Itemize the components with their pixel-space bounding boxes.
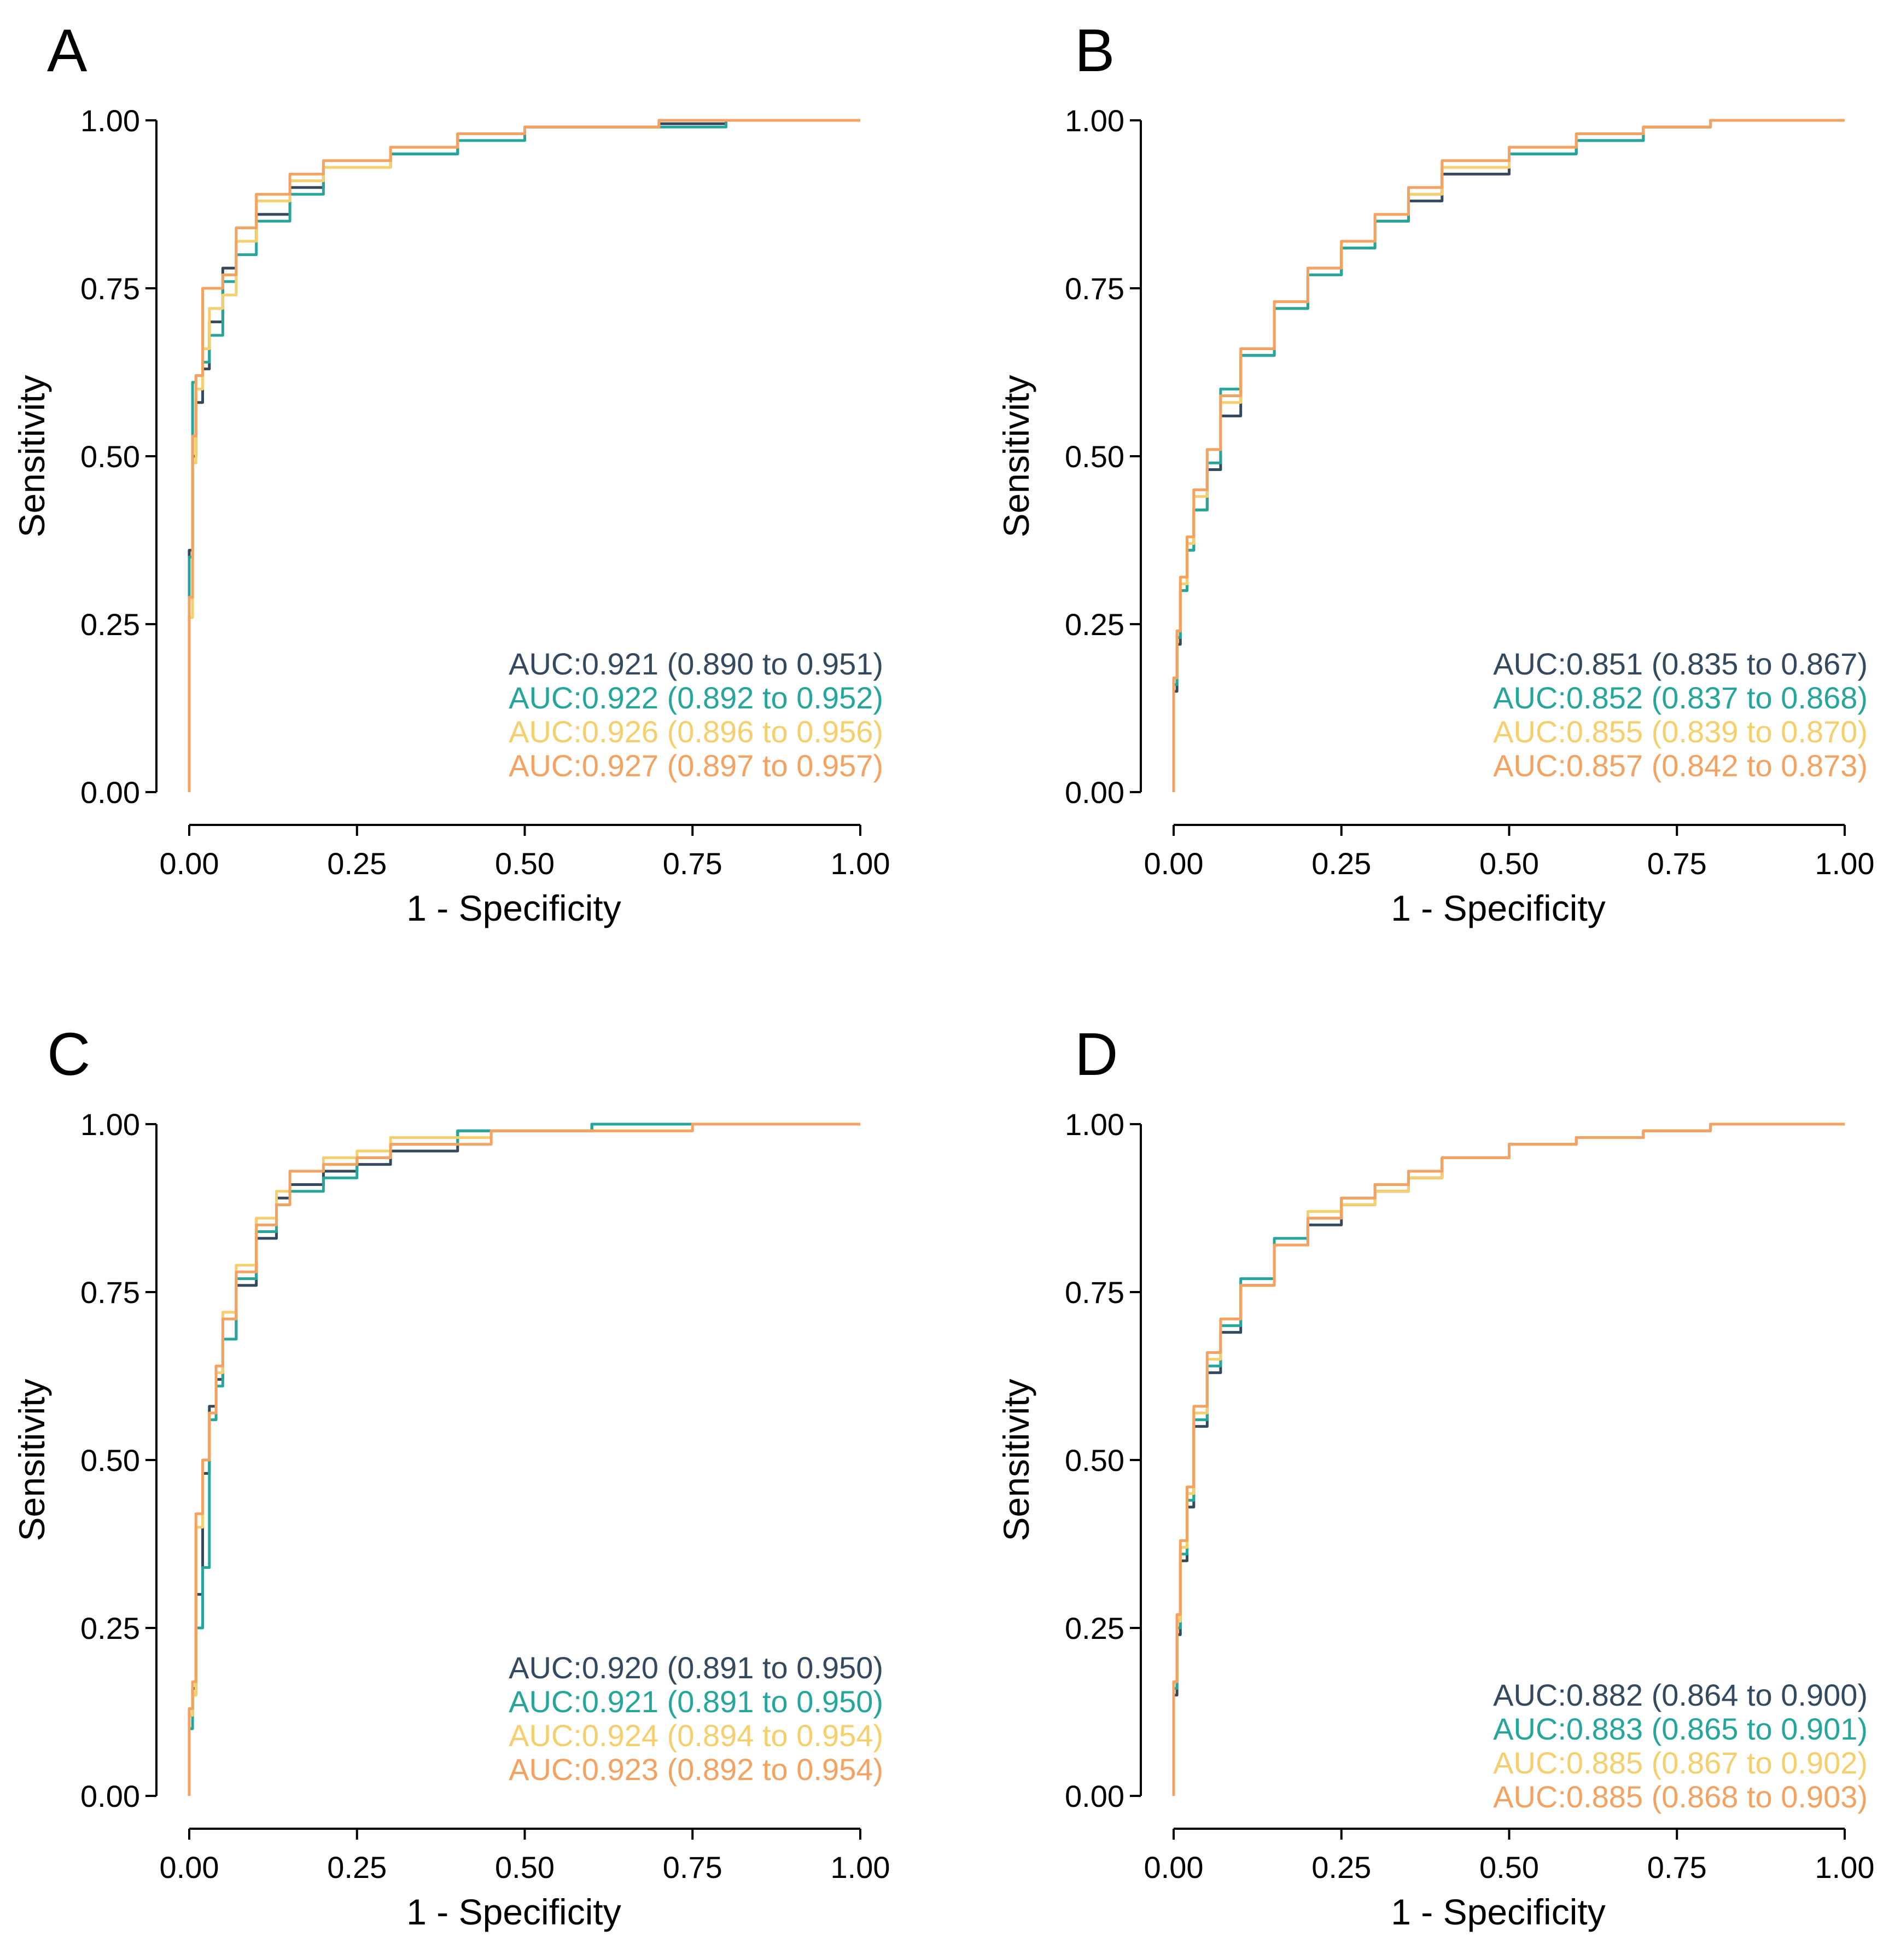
auc-label-series-4: AUC:0.923 (0.892 to 0.954) — [509, 1752, 883, 1787]
y-axis-title: Sensitivity — [11, 1379, 52, 1541]
auc-label-series-2: AUC:0.883 (0.865 to 0.901) — [1493, 1712, 1868, 1746]
x-tick-label: 0.75 — [663, 846, 722, 881]
auc-label-series-2: AUC:0.921 (0.891 to 0.950) — [509, 1684, 883, 1719]
auc-label-series-3: AUC:0.924 (0.894 to 0.954) — [509, 1718, 883, 1753]
y-axis-title: Sensitivity — [996, 375, 1036, 537]
x-tick-label: 0.00 — [160, 846, 219, 881]
x-tick-label: 0.25 — [327, 1850, 387, 1885]
x-tick-label: 0.75 — [1647, 846, 1707, 881]
auc-label-series-3: AUC:0.885 (0.867 to 0.902) — [1493, 1746, 1868, 1780]
y-tick-label: 0.50 — [1065, 1443, 1124, 1478]
auc-label-series-1: AUC:0.851 (0.835 to 0.867) — [1493, 647, 1868, 681]
x-tick-label: 0.50 — [495, 1850, 555, 1885]
auc-label-series-1: AUC:0.921 (0.890 to 0.951) — [509, 647, 883, 681]
y-tick-label: 0.50 — [1065, 439, 1124, 474]
x-tick-label: 0.00 — [1144, 846, 1204, 881]
y-tick-label: 0.25 — [80, 607, 140, 642]
y-tick-label: 0.50 — [80, 439, 140, 474]
x-tick-label: 0.50 — [1479, 846, 1539, 881]
x-tick-label: 0.00 — [160, 1850, 219, 1885]
y-tick-label: 0.75 — [80, 1275, 140, 1310]
roc-curve-series-4 — [1172, 1123, 1845, 1796]
y-tick-label: 0.00 — [80, 1779, 140, 1813]
roc-curve-series-4 — [1172, 119, 1845, 792]
y-tick-label: 0.50 — [80, 1443, 140, 1478]
auc-label-series-2: AUC:0.922 (0.892 to 0.952) — [509, 681, 883, 715]
roc-panel-b: B 0.00 0.25 0.50 0.75 1.00 0.00 0.25 0.50 0.75 1.0… — [996, 17, 1875, 928]
auc-label-series-1: AUC:0.882 (0.864 to 0.900) — [1493, 1678, 1868, 1712]
x-tick-label: 0.50 — [495, 846, 555, 881]
panel-letter: B — [1075, 17, 1115, 84]
x-tick-label: 1.00 — [831, 846, 890, 881]
y-tick-label: 0.75 — [1065, 271, 1124, 306]
panel-letter: D — [1075, 1021, 1118, 1088]
y-tick-label: 0.00 — [1065, 1779, 1124, 1813]
x-axis-title: 1 - Specificity — [1391, 888, 1605, 928]
x-tick-label: 0.25 — [327, 846, 387, 881]
y-tick-label: 0.75 — [80, 271, 140, 306]
panel-letter: C — [47, 1021, 90, 1088]
y-tick-label: 1.00 — [80, 103, 140, 138]
x-tick-label: 1.00 — [831, 1850, 890, 1885]
x-axis-title: 1 - Specificity — [406, 888, 621, 928]
y-tick-label: 0.25 — [1065, 607, 1124, 642]
x-tick-label: 1.00 — [1815, 1850, 1875, 1885]
auc-label-series-1: AUC:0.920 (0.891 to 0.950) — [509, 1650, 883, 1685]
x-tick-label: 0.75 — [663, 1850, 722, 1885]
x-tick-label: 0.50 — [1479, 1850, 1539, 1885]
y-axis-title: Sensitivity — [996, 1379, 1036, 1541]
x-tick-label: 0.25 — [1311, 1850, 1371, 1885]
roc-panel-d: D 0.00 0.25 0.50 0.75 1.00 0.00 0.25 0.50 0.75 1.0… — [996, 1021, 1875, 1932]
roc-curve-series-4 — [188, 1123, 860, 1796]
y-tick-label: 0.00 — [80, 775, 140, 810]
auc-label-series-4: AUC:0.927 (0.897 to 0.957) — [509, 748, 883, 783]
y-tick-label: 0.00 — [1065, 775, 1124, 810]
y-tick-label: 1.00 — [1065, 103, 1124, 138]
roc-panel-a: A 0.00 0.25 0.50 0.75 1.00 0.00 0.25 0.50 0.75 1.0… — [11, 17, 890, 928]
x-axis-title: 1 - Specificity — [1391, 1892, 1605, 1932]
roc-curve-series-4 — [188, 119, 860, 792]
y-tick-label: 0.75 — [1065, 1275, 1124, 1310]
auc-label-series-3: AUC:0.855 (0.839 to 0.870) — [1493, 714, 1868, 749]
x-tick-label: 1.00 — [1815, 846, 1875, 881]
roc-panel-c: C 0.00 0.25 0.50 0.75 1.00 0.00 0.25 0.50 0.75 1.0… — [11, 1021, 890, 1932]
x-tick-label: 0.75 — [1647, 1850, 1707, 1885]
y-tick-label: 0.25 — [80, 1611, 140, 1645]
y-axis-title: Sensitivity — [11, 375, 52, 537]
panel-letter: A — [47, 17, 88, 84]
auc-label-series-3: AUC:0.926 (0.896 to 0.956) — [509, 714, 883, 749]
x-tick-label: 0.25 — [1311, 846, 1371, 881]
x-axis-title: 1 - Specificity — [406, 1892, 621, 1932]
auc-label-series-4: AUC:0.885 (0.868 to 0.903) — [1493, 1779, 1868, 1814]
auc-label-series-4: AUC:0.857 (0.842 to 0.873) — [1493, 748, 1868, 783]
y-tick-label: 1.00 — [80, 1107, 140, 1142]
auc-label-series-2: AUC:0.852 (0.837 to 0.868) — [1493, 681, 1868, 715]
y-tick-label: 0.25 — [1065, 1611, 1124, 1645]
x-tick-label: 0.00 — [1144, 1850, 1204, 1885]
y-tick-label: 1.00 — [1065, 1107, 1124, 1142]
